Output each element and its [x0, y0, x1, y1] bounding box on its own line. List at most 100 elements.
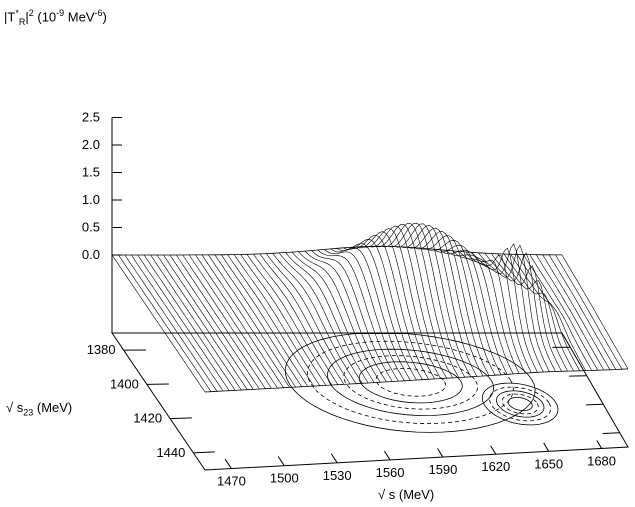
- x-tick: [490, 445, 497, 455]
- contour-line: [507, 396, 533, 412]
- x-tick: [224, 458, 232, 469]
- z-axis: 0.0 0.5 1.0 1.5 2.0 2.5: [82, 110, 122, 333]
- surface-line: [433, 244, 508, 375]
- surface-line: [195, 254, 284, 388]
- contour-line: [495, 390, 545, 418]
- surface-line: [221, 254, 308, 387]
- x-tick-label: 1650: [534, 456, 563, 471]
- surface-line: [298, 251, 381, 383]
- y-tick-label: 1380: [87, 342, 116, 357]
- contour-line: [358, 361, 463, 404]
- x-tick: [543, 442, 550, 452]
- x-tick-label: 1500: [270, 471, 299, 486]
- surface-line: [381, 222, 460, 378]
- surface-line: [388, 222, 466, 378]
- surface-edge: [204, 368, 629, 393]
- contour-lines: [284, 333, 559, 433]
- surface-line: [131, 254, 224, 392]
- surface-line: [542, 254, 611, 370]
- surface-line: [523, 254, 592, 371]
- y-tick-label: 1400: [110, 376, 139, 391]
- surface-line: [317, 249, 399, 382]
- surface-line: [452, 250, 526, 374]
- surface-line: [169, 254, 260, 390]
- surface-line: [311, 250, 393, 382]
- surface-line: [555, 254, 623, 370]
- surface-line: [246, 254, 333, 386]
- surface-line: [356, 231, 435, 380]
- surface-line: [176, 254, 266, 389]
- surface-line: [227, 254, 315, 387]
- y-tick-label: 1420: [133, 411, 162, 426]
- x-axis: 1470 1500 1530 1560 1590 1620 1650 1680: [217, 440, 616, 489]
- surface-line: [407, 227, 484, 377]
- surface-line: [503, 253, 574, 372]
- x-tick: [330, 453, 338, 464]
- surface-line: [233, 254, 321, 386]
- contour-line: [307, 340, 514, 425]
- surface-line: [323, 249, 405, 381]
- surface-line: [446, 250, 520, 374]
- surface-line: [188, 254, 278, 389]
- base-plane: [111, 332, 629, 471]
- surface-line: [111, 254, 206, 393]
- surface-line: [278, 252, 363, 384]
- surface-line: [137, 254, 230, 391]
- z-tick-label: 1.0: [82, 192, 100, 207]
- y-tick: [193, 451, 215, 454]
- x-tick: [596, 440, 602, 449]
- y-tick-label: 1440: [156, 445, 185, 460]
- x-tick: [383, 450, 391, 461]
- surface-line: [458, 251, 532, 373]
- contour-line: [501, 393, 539, 415]
- surface-line: [150, 254, 242, 391]
- surface-line: [349, 234, 429, 380]
- z-tick-label: 1.5: [82, 165, 100, 180]
- y-tick-right: [602, 432, 620, 435]
- contour-line: [284, 333, 536, 433]
- x-tick-label: 1560: [376, 465, 405, 480]
- surface-line: [182, 254, 272, 389]
- surface-line: [478, 244, 550, 372]
- contour-line: [481, 382, 559, 426]
- surface-line: [536, 254, 605, 371]
- surface-line: [156, 254, 248, 390]
- surface-line: [259, 253, 345, 385]
- surface-line: [124, 254, 218, 392]
- contour-line: [327, 348, 495, 417]
- y-tick: [170, 417, 192, 420]
- y-axis-title: √ s23 (MeV): [6, 400, 73, 418]
- surface-line: [143, 254, 236, 391]
- z-tick-label: 0.0: [82, 247, 100, 262]
- surface-line: [304, 250, 387, 383]
- surface-line: [420, 235, 496, 376]
- surface-line: [272, 253, 357, 384]
- surface-line: [163, 254, 254, 390]
- surface-line: [369, 225, 447, 379]
- contour-line: [375, 368, 447, 397]
- surface-edge: [112, 245, 562, 256]
- surface-line: [471, 243, 544, 373]
- z-tick-label: 2.0: [82, 137, 100, 152]
- surface-line: [375, 223, 454, 379]
- surface-line: [548, 254, 617, 370]
- surface-line: [118, 254, 212, 392]
- y-axis: 1380 1400 1420 1440: [87, 342, 620, 460]
- x-tick-label: 1470: [217, 474, 246, 489]
- surface-line: [516, 254, 586, 371]
- x-tick: [437, 448, 444, 458]
- surface-line: [214, 254, 302, 387]
- surface-line: [439, 249, 514, 375]
- surface-line: [401, 225, 478, 377]
- surface-line: [253, 253, 339, 385]
- x-tick-label: 1680: [587, 453, 616, 468]
- x-tick-label: 1590: [428, 462, 457, 477]
- surface-line: [561, 254, 629, 370]
- x-tick-label: 1620: [481, 459, 510, 474]
- y-tick-right: [585, 403, 604, 406]
- x-tick: [277, 456, 285, 466]
- x-tick-label: 1530: [323, 468, 352, 483]
- surface-line: [510, 254, 580, 371]
- contour-line: [489, 386, 552, 422]
